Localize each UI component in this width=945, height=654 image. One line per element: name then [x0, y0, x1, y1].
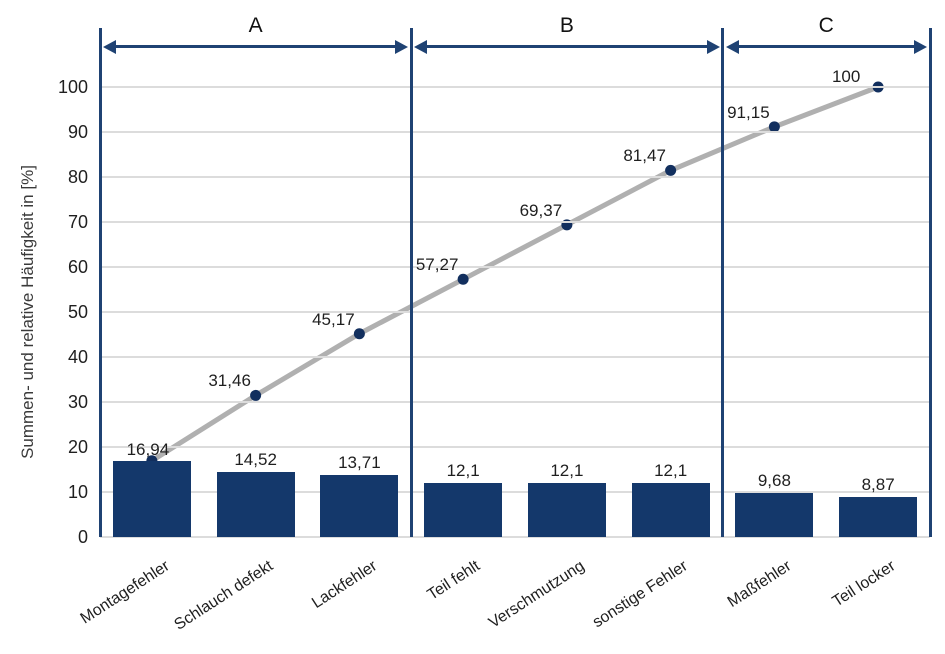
zone-arrowhead-left-C	[725, 39, 739, 54]
gridline-40	[100, 356, 930, 358]
bar-Teil locker	[839, 497, 918, 537]
y-tick-100: 100	[57, 77, 88, 97]
zone-boundary-line-1	[409, 28, 413, 537]
y-tick-40: 40	[67, 347, 88, 367]
cumulative-point-57,27	[457, 273, 469, 285]
cumulative-value-label: 45,17	[312, 309, 355, 329]
y-tick-20: 20	[67, 437, 88, 457]
zone-arrowhead-right-A	[395, 39, 409, 54]
cumulative-value-label: 16,94	[126, 439, 170, 459]
bar-Maßfehler	[735, 493, 814, 537]
bar-Schlauch defekt	[216, 471, 295, 537]
y-tick-0: 0	[77, 527, 88, 547]
gridline-50	[100, 311, 930, 313]
bar-Lackfehler	[320, 475, 399, 537]
gridline-30	[100, 401, 930, 403]
bar-value-label: 12,1	[550, 460, 584, 480]
bar-value-label: 12,1	[446, 460, 480, 480]
y-tick-70: 70	[67, 212, 88, 232]
zone-arrow-A	[114, 45, 398, 48]
cumulative-line	[150, 84, 880, 463]
y-tick-90: 90	[67, 122, 88, 142]
gridline-90	[100, 131, 930, 133]
cumulative-value-label: 91,15	[727, 102, 770, 122]
zone-arrowhead-left-B	[414, 39, 428, 54]
zone-arrowhead-right-B	[706, 39, 720, 54]
cumulative-value-label: 81,47	[623, 146, 666, 166]
gridline-60	[100, 266, 930, 268]
cumulative-value-label: 69,37	[519, 200, 563, 220]
cumulative-point-31,46	[250, 389, 262, 401]
zone-label-C: C	[818, 14, 834, 37]
bar-value-label: 12,1	[654, 460, 688, 480]
y-tick-50: 50	[67, 302, 88, 322]
cumulative-value-label: 31,46	[208, 371, 251, 391]
cumulative-point-81,47	[665, 164, 677, 176]
bar-value-label: 13,71	[338, 453, 381, 473]
bar-Verschmutzung	[527, 482, 606, 537]
y-tick-10: 10	[67, 482, 88, 502]
zone-boundary-line-0	[98, 28, 102, 537]
zone-boundary-line-3	[928, 28, 932, 537]
gridline-10	[100, 491, 930, 493]
zone-arrowhead-right-C	[914, 39, 927, 54]
gridline-70	[100, 221, 930, 223]
cumulative-value-label: 100	[831, 67, 861, 86]
bar-value-label: 9,68	[757, 471, 791, 491]
gridline-100	[100, 86, 930, 88]
zone-boundary-line-2	[721, 28, 724, 537]
bar-value-label: 14,52	[234, 449, 277, 469]
gridline-80	[100, 176, 930, 178]
gridline-0	[100, 536, 930, 538]
cumulative-point-91,15	[768, 121, 780, 133]
bar-sonstige Fehler	[631, 482, 710, 537]
cumulative-value-label: 57,27	[415, 255, 459, 275]
zone-label-A: A	[248, 14, 263, 37]
y-tick-60: 60	[67, 257, 88, 277]
y-tick-80: 80	[67, 167, 88, 187]
zone-arrow-C	[736, 45, 916, 48]
cumulative-point-45,17	[353, 328, 365, 340]
zone-arrowhead-left-A	[103, 39, 116, 54]
gridline-20	[100, 446, 930, 448]
bar-Teil fehlt	[424, 482, 503, 537]
bar-value-label: 8,87	[861, 475, 895, 495]
y-tick-30: 30	[67, 392, 88, 412]
zone-arrow-B	[425, 45, 709, 48]
zone-label-B: B	[559, 14, 574, 37]
bar-Montagefehler	[112, 460, 191, 537]
